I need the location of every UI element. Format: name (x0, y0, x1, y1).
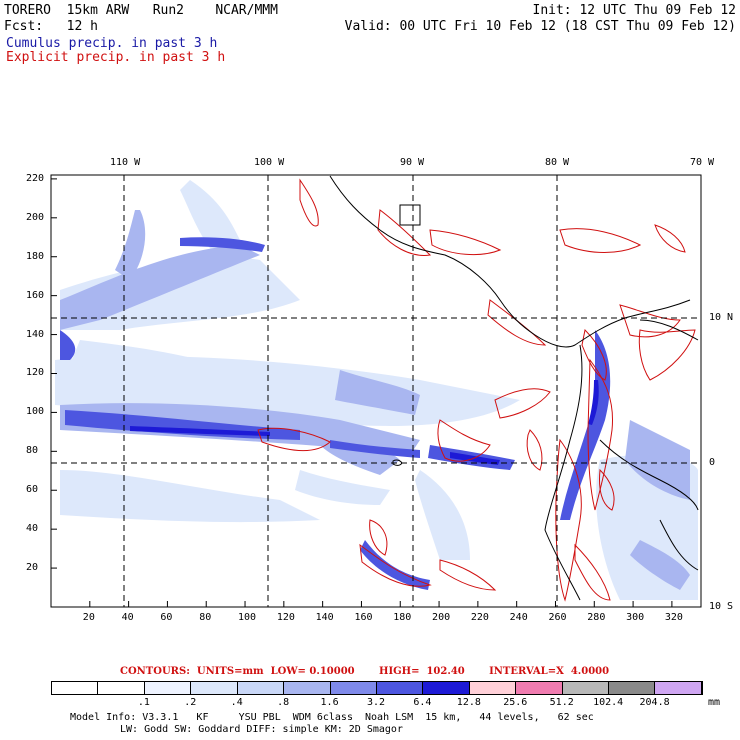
y-tick-label: 80 (26, 445, 39, 457)
colorbar-label: 12.8 (456, 697, 481, 708)
y-tick-label: 40 (26, 523, 39, 535)
colorbar-label: 6.4 (413, 697, 432, 708)
lon-label-90w: 90 W (400, 157, 425, 168)
colorbar-label: 102.4 (593, 697, 624, 708)
model-physics: LW: Godd SW: Goddard DIFF: simple KM: 2D… (120, 724, 403, 735)
x-tick-label: 80 (199, 612, 212, 623)
x-tick-label: 260 (548, 612, 567, 623)
x-tick-label: 20 (82, 612, 95, 623)
x-tick-label: 140 (315, 612, 334, 623)
explicit-contours (257, 178, 696, 602)
lat-label-10n: 10 N (709, 312, 734, 323)
colorbar-swatch (655, 682, 702, 694)
header-valid: Valid: 00 UTC Fri 10 Feb 12 (18 CST Thu … (344, 19, 736, 34)
x-tick-label: 240 (509, 612, 528, 623)
colorbar-unit: mm (708, 697, 721, 708)
colorbar-swatch (98, 682, 145, 694)
x-tick-label: 320 (664, 612, 683, 623)
y-tick-label: 100 (26, 406, 45, 418)
y-tick-label: 220 (26, 172, 45, 184)
map-frame (50, 174, 702, 608)
colorbar-swatch (423, 682, 470, 694)
colorbar-label: 25.6 (503, 697, 528, 708)
colorbar-label: 204.8 (639, 697, 670, 708)
y-tick-label: 120 (26, 367, 45, 379)
lon-label-110w: 110 W (110, 157, 141, 168)
contours-info: CONTOURS: UNITS=mm LOW= 0.10000 HIGH= 10… (120, 666, 610, 677)
x-tick-label: 40 (121, 612, 134, 623)
y-tick-label: 20 (26, 562, 39, 574)
colorbar (51, 681, 703, 695)
header-init: Init: 12 UTC Thu 09 Feb 12 (532, 3, 737, 18)
colorbar-label: .4 (230, 697, 243, 708)
y-tick-label: 60 (26, 484, 39, 496)
colorbar-swatch (52, 682, 99, 694)
x-tick-label: 60 (160, 612, 173, 623)
axis-ticks (51, 178, 673, 607)
x-tick-label: 200 (432, 612, 451, 623)
x-tick-label: 180 (393, 612, 412, 623)
colorbar-label: .1 (137, 697, 150, 708)
very-heavy-precip (130, 380, 599, 465)
lat-label-10s: 10 S (709, 601, 734, 612)
colorbar-swatch (562, 682, 610, 694)
colorbar-swatch (376, 682, 424, 694)
colorbar-swatch (191, 682, 238, 694)
precip-fields (55, 175, 699, 602)
colorbar-swatch (237, 682, 285, 694)
colorbar-label: 1.6 (320, 697, 339, 708)
x-tick-label: 280 (587, 612, 606, 623)
lat-label-0: 0 (709, 457, 716, 468)
header-model: TORERO 15km ARW Run2 NCAR/MMM (4, 3, 278, 18)
colorbar-swatch (330, 682, 377, 694)
x-tick-label: 120 (276, 612, 295, 623)
lon-label-80w: 80 W (545, 157, 570, 168)
y-tick-label: 200 (26, 211, 45, 223)
x-tick-label: 100 (238, 612, 257, 623)
colorbar-label: .2 (184, 697, 197, 708)
colorbar-swatch (516, 682, 563, 694)
x-tick-label: 220 (470, 612, 489, 623)
colorbar-label: .8 (277, 697, 290, 708)
x-tick-label: 160 (354, 612, 373, 623)
graticule (51, 175, 701, 607)
y-tick-label: 180 (26, 250, 45, 262)
model-info: Model Info: V3.3.1 KF YSU PBL WDM 6class… (70, 712, 594, 723)
colorbar-label: 3.2 (366, 697, 386, 708)
colorbar-label: 51.2 (549, 697, 574, 708)
y-tick-label: 140 (26, 328, 45, 340)
lon-label-70w: 70 W (690, 157, 715, 168)
colorbar-swatch (284, 682, 331, 694)
lon-label-100w: 100 W (254, 157, 285, 168)
legend-explicit: Explicit precip. in past 3 h (6, 50, 226, 65)
header-fcst: Fcst: 12 h (4, 19, 98, 34)
y-tick-label: 160 (26, 289, 45, 301)
colorbar-swatch (144, 682, 192, 694)
colorbar-swatch (609, 682, 656, 694)
legend-cumulus: Cumulus precip. in past 3 h (6, 36, 218, 51)
x-tick-label: 300 (626, 612, 645, 623)
colorbar-swatch (469, 682, 517, 694)
